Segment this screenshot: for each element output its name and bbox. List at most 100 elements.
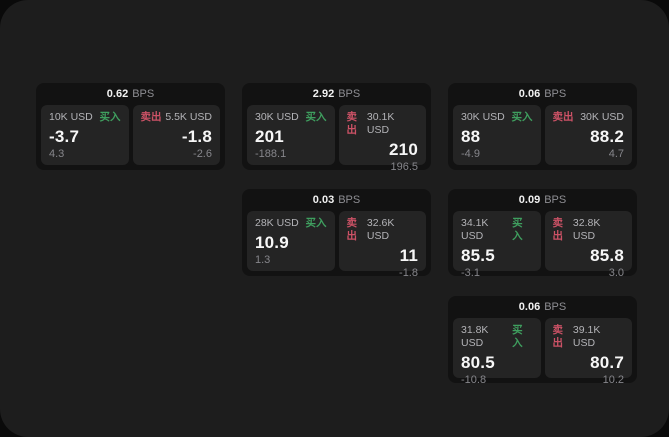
buy-side-label: 买入 xyxy=(99,111,121,123)
buy-amount: 30K USD xyxy=(255,111,299,123)
buy-panel-top: 28K USD 买入 xyxy=(255,217,327,230)
buy-panel[interactable]: 34.1K USD 买入 85.5 -3.1 xyxy=(453,211,541,279)
quote-panels: 34.1K USD 买入 85.5 -3.1 卖出 32.8K USD 85.8… xyxy=(448,211,637,279)
bps-unit-label: BPS xyxy=(338,194,361,206)
bps-value: 0.06 xyxy=(518,88,541,100)
card-header: 0.62 BPS xyxy=(36,83,225,105)
quote-card: 0.06 BPS 31.8K USD 买入 80.5 -10.8 卖出 39.1… xyxy=(448,296,637,386)
buy-price: 88 xyxy=(461,127,481,146)
sell-amount: 5.5K USD xyxy=(165,111,212,123)
card-header: 0.06 BPS xyxy=(448,83,637,105)
buy-panel-top: 30K USD 买入 xyxy=(255,111,327,124)
bps-value: 0.03 xyxy=(312,194,335,206)
buy-side-label: 买入 xyxy=(512,217,523,242)
buy-price: 80.5 xyxy=(461,353,495,372)
sell-price: 88.2 xyxy=(590,127,624,146)
bps-value: 0.62 xyxy=(106,88,129,100)
bps-value: 0.09 xyxy=(518,194,541,206)
buy-amount: 10K USD xyxy=(49,111,93,123)
sell-side-label: 卖出 xyxy=(552,324,564,349)
buy-panel[interactable]: 30K USD 买入 88 -4.9 xyxy=(453,105,541,165)
buy-panel[interactable]: 31.8K USD 买入 80.5 -10.8 xyxy=(453,318,541,386)
buy-amount: 34.1K USD xyxy=(461,217,489,242)
quote-card: 0.03 BPS 28K USD 买入 10.9 1.3 卖出 32.6K US… xyxy=(242,189,431,279)
sell-delta: 4.7 xyxy=(608,148,624,160)
quote-panels: 31.8K USD 买入 80.5 -10.8 卖出 39.1K USD 80.… xyxy=(448,318,637,386)
sell-delta: 196.5 xyxy=(390,161,418,173)
sell-price: 80.7 xyxy=(590,353,624,372)
buy-amount: 28K USD xyxy=(255,217,299,229)
buy-price: -3.7 xyxy=(49,127,80,146)
sell-panel-top: 卖出 30K USD xyxy=(553,111,625,124)
quote-card: 0.06 BPS 30K USD 买入 88 -4.9 卖出 30K USD 8… xyxy=(448,83,637,170)
buy-delta: 4.3 xyxy=(49,148,65,160)
sell-side-label: 卖出 xyxy=(346,217,358,242)
sell-price: 11 xyxy=(399,246,418,265)
sell-panel-top: 卖出 32.8K USD xyxy=(553,217,625,243)
sell-panel[interactable]: 卖出 5.5K USD -1.8 -2.6 xyxy=(132,105,220,165)
sell-side-label: 卖出 xyxy=(140,111,162,123)
quote-card: 0.62 BPS 10K USD 买入 -3.7 4.3 卖出 5.5K USD… xyxy=(36,83,225,170)
sell-amount: 30.1K USD xyxy=(366,111,395,136)
sell-panel[interactable]: 卖出 39.1K USD 80.7 10.2 xyxy=(544,318,632,386)
buy-delta: 1.3 xyxy=(255,254,271,266)
quote-panels: 30K USD 买入 201 -188.1 卖出 30.1K USD 210 1… xyxy=(242,105,431,173)
bps-value: 2.92 xyxy=(312,88,335,100)
sell-side-label: 卖出 xyxy=(552,217,564,242)
sell-amount: 32.8K USD xyxy=(572,217,601,242)
sell-delta: 10.2 xyxy=(602,374,624,386)
card-header: 0.09 BPS xyxy=(448,189,637,211)
buy-panel[interactable]: 10K USD 买入 -3.7 4.3 xyxy=(41,105,129,165)
sell-panel-top: 卖出 5.5K USD xyxy=(141,111,213,124)
sell-delta: -1.8 xyxy=(399,267,418,279)
bps-unit-label: BPS xyxy=(544,88,567,100)
buy-side-label: 买入 xyxy=(305,217,327,229)
quote-card: 0.09 BPS 34.1K USD 买入 85.5 -3.1 卖出 32.8K… xyxy=(448,189,637,279)
buy-delta: -10.8 xyxy=(461,374,487,386)
sell-panel-top: 卖出 32.6K USD xyxy=(347,217,419,243)
sell-amount: 30K USD xyxy=(580,111,624,123)
buy-delta: -4.9 xyxy=(461,148,480,160)
sell-panel[interactable]: 卖出 30.1K USD 210 196.5 xyxy=(338,105,426,173)
quote-card: 2.92 BPS 30K USD 买入 201 -188.1 卖出 30.1K … xyxy=(242,83,431,173)
buy-panel[interactable]: 30K USD 买入 201 -188.1 xyxy=(247,105,335,165)
quote-panels: 30K USD 买入 88 -4.9 卖出 30K USD 88.2 4.7 xyxy=(448,105,637,165)
buy-panel-top: 10K USD 买入 xyxy=(49,111,121,124)
buy-side-label: 买入 xyxy=(305,111,327,123)
sell-panel[interactable]: 卖出 30K USD 88.2 4.7 xyxy=(544,105,632,165)
buy-amount: 30K USD xyxy=(461,111,505,123)
sell-price: 85.8 xyxy=(590,246,624,265)
bps-value: 0.06 xyxy=(518,301,541,313)
buy-panel-top: 34.1K USD 买入 xyxy=(461,217,533,243)
card-header: 0.06 BPS xyxy=(448,296,637,318)
card-header: 0.03 BPS xyxy=(242,189,431,211)
sell-amount: 39.1K USD xyxy=(572,324,601,349)
quote-panels: 10K USD 买入 -3.7 4.3 卖出 5.5K USD -1.8 -2.… xyxy=(36,105,225,165)
buy-panel[interactable]: 28K USD 买入 10.9 1.3 xyxy=(247,211,335,271)
buy-amount: 31.8K USD xyxy=(461,324,489,349)
buy-side-label: 买入 xyxy=(511,111,533,123)
sell-panel-top: 卖出 30.1K USD xyxy=(347,111,419,137)
sell-amount: 32.6K USD xyxy=(366,217,395,242)
card-header: 2.92 BPS xyxy=(242,83,431,105)
sell-price: 210 xyxy=(389,140,418,159)
buy-delta: -188.1 xyxy=(255,148,287,160)
sell-delta: -2.6 xyxy=(193,148,212,160)
buy-price: 201 xyxy=(255,127,284,146)
sell-side-label: 卖出 xyxy=(346,111,358,136)
sell-panel[interactable]: 卖出 32.6K USD 11 -1.8 xyxy=(338,211,426,279)
buy-panel-top: 31.8K USD 买入 xyxy=(461,324,533,350)
buy-side-label: 买入 xyxy=(512,324,523,349)
buy-panel-top: 30K USD 买入 xyxy=(461,111,533,124)
sell-delta: 3.0 xyxy=(608,267,624,279)
bps-unit-label: BPS xyxy=(132,88,155,100)
bps-unit-label: BPS xyxy=(338,88,361,100)
buy-delta: -3.1 xyxy=(461,267,480,279)
bps-unit-label: BPS xyxy=(544,194,567,206)
quote-panels: 28K USD 买入 10.9 1.3 卖出 32.6K USD 11 -1.8 xyxy=(242,211,431,279)
sell-panel-top: 卖出 39.1K USD xyxy=(553,324,625,350)
sell-price: -1.8 xyxy=(181,127,212,146)
sell-panel[interactable]: 卖出 32.8K USD 85.8 3.0 xyxy=(544,211,632,279)
